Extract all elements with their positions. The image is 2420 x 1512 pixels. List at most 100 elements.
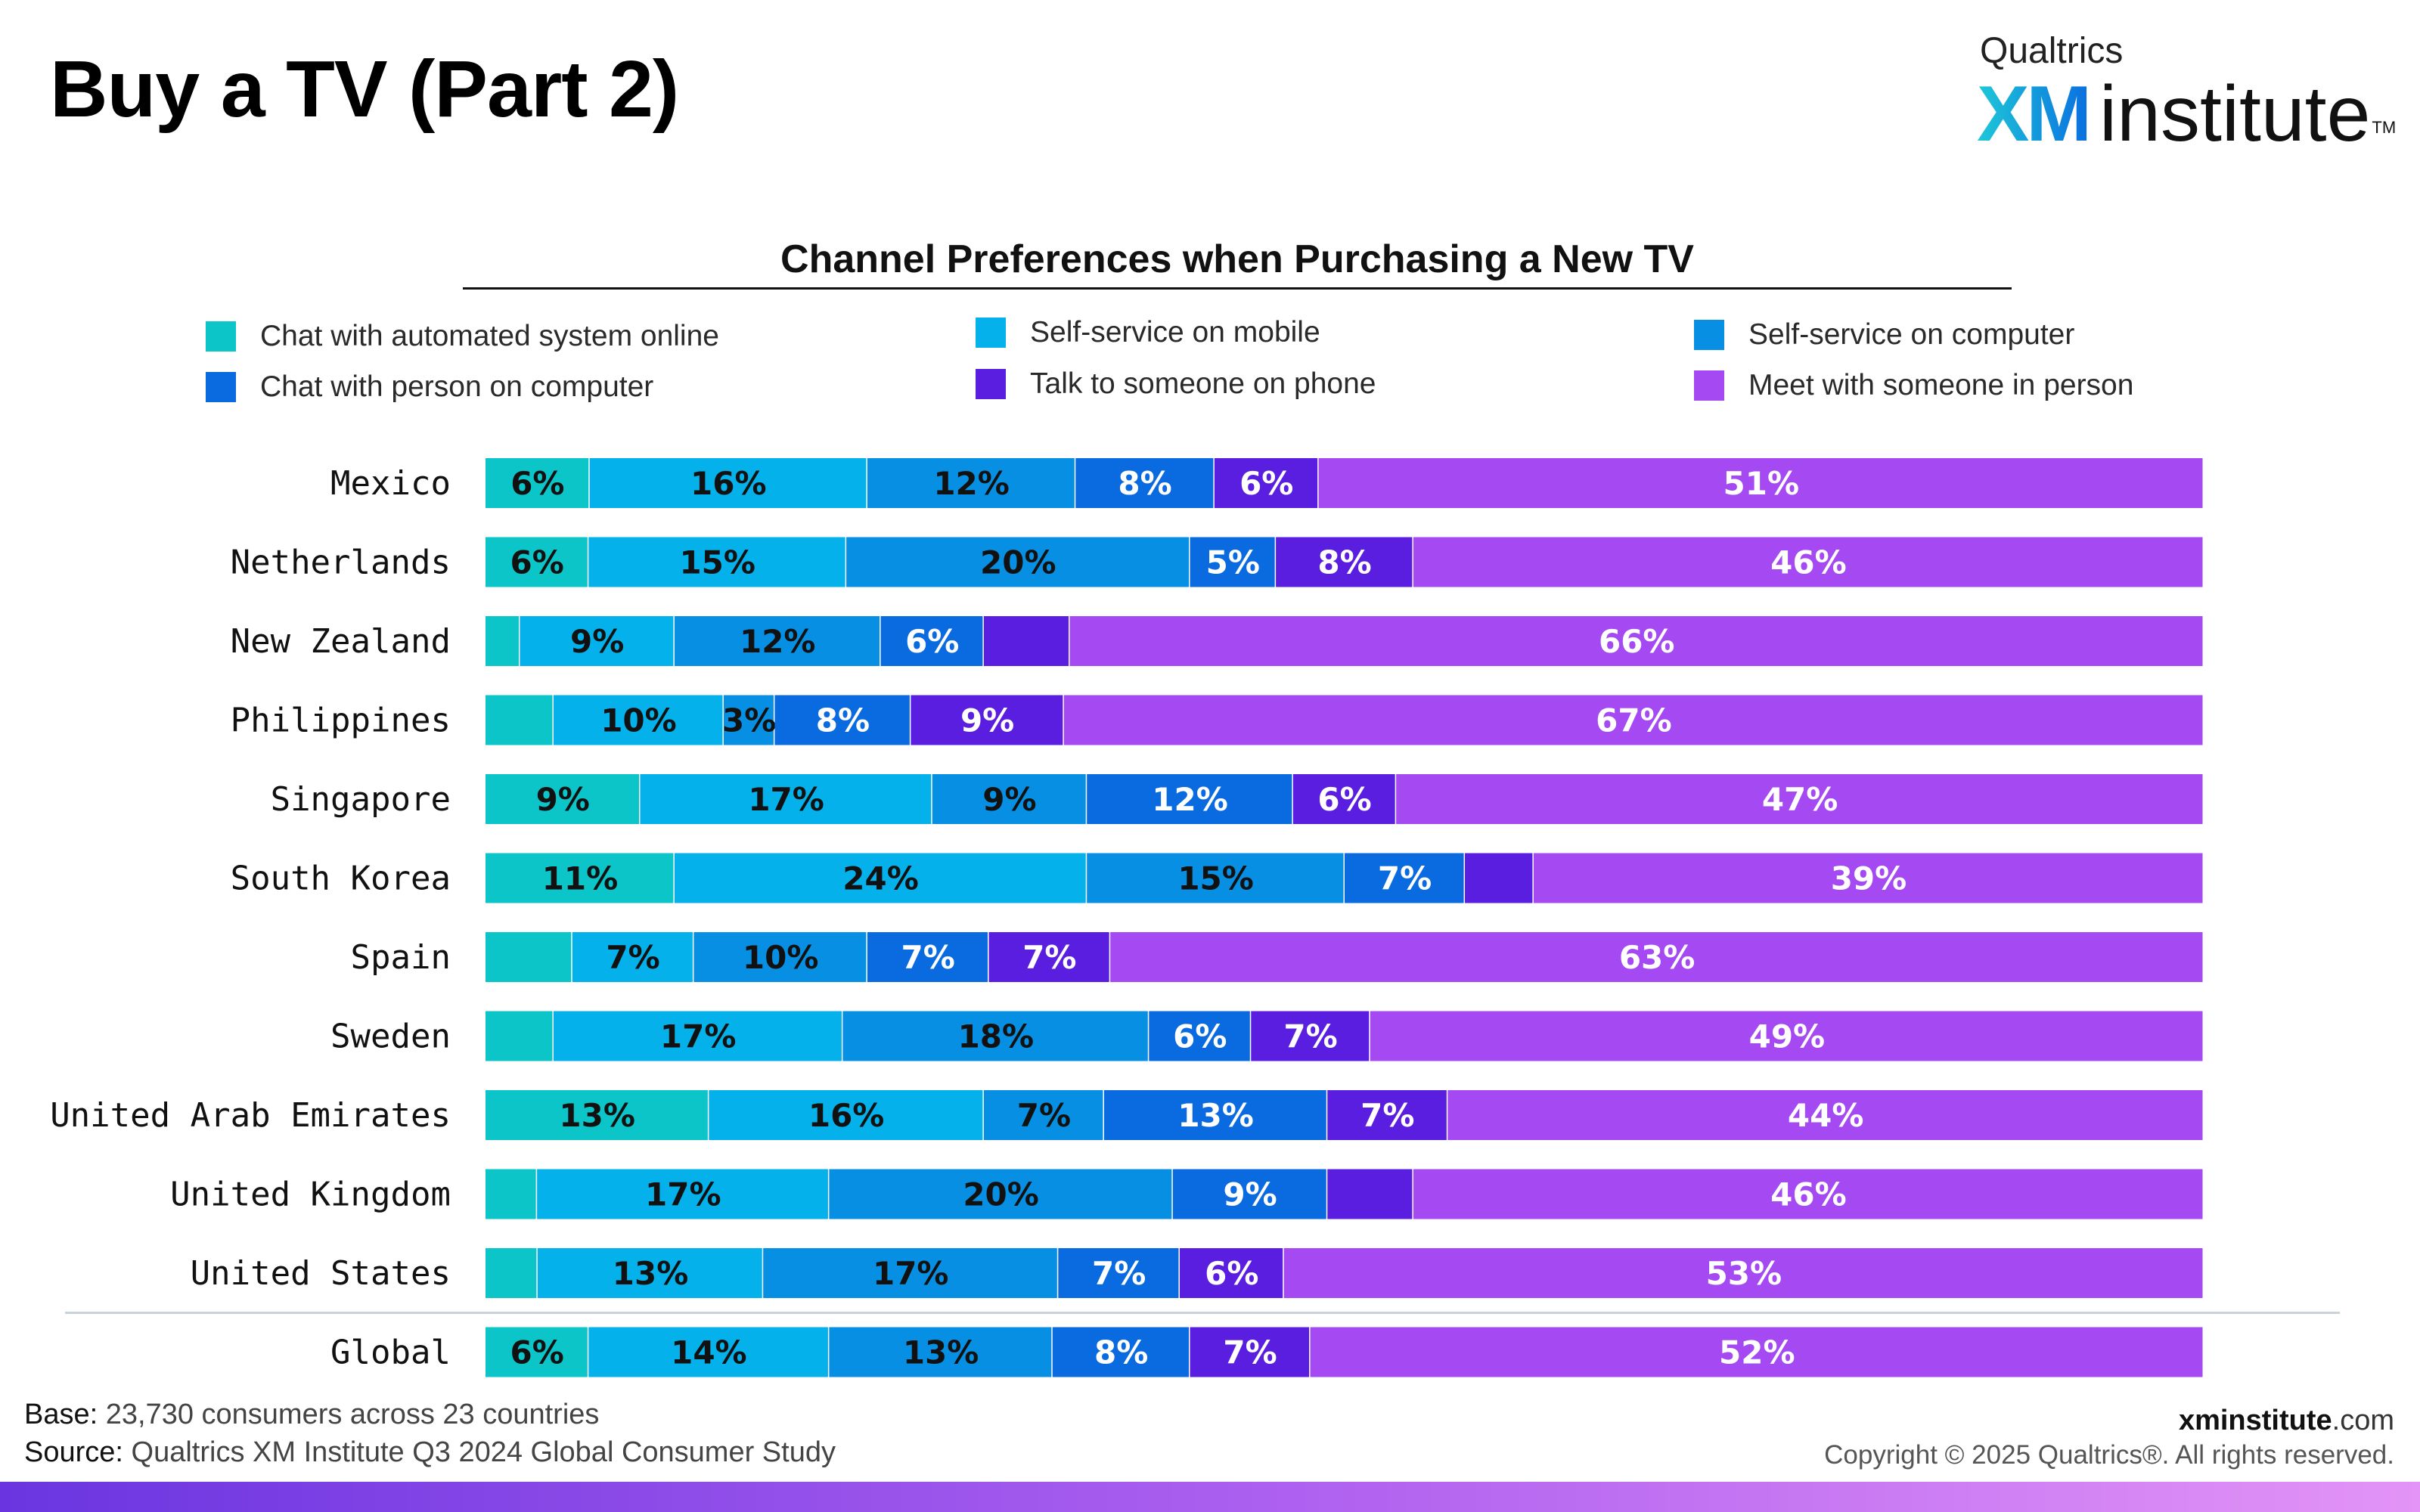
bar-segment [1345, 853, 1466, 903]
data-label: 9% [570, 623, 624, 660]
data-label: 39% [1831, 860, 1907, 897]
data-label: 6% [510, 1334, 564, 1371]
bar-segment [674, 853, 1087, 903]
data-label: 46% [1770, 544, 1847, 581]
page-title: Buy a TV (Part 2) [50, 45, 679, 134]
bar-segment [486, 774, 641, 824]
bar-segment [867, 458, 1076, 508]
data-label: 17% [873, 1255, 949, 1292]
bar-segment [572, 932, 694, 982]
bar-segment [988, 932, 1111, 982]
data-label: 6% [510, 465, 564, 502]
logo-wordmark: XM instituteTM [1977, 65, 2396, 163]
category-label: United States [191, 1254, 451, 1293]
bar-segment [486, 537, 589, 587]
data-label: 6% [510, 544, 564, 581]
data-label: 12% [933, 465, 1010, 502]
logo-trademark: TM [2372, 118, 2397, 137]
data-label: 13% [613, 1255, 689, 1292]
bar-segment [520, 616, 675, 666]
data-label: 17% [660, 1018, 737, 1055]
bar-segment [486, 1327, 589, 1377]
data-label: 7% [901, 939, 955, 976]
bar-segment [1179, 1248, 1284, 1298]
data-label: 18% [958, 1018, 1035, 1055]
logo-xm-text: XM [1977, 70, 2092, 158]
bar-segment [829, 1169, 1173, 1219]
data-label: 7% [1360, 1097, 1414, 1134]
bar-segment [1190, 537, 1277, 587]
data-label: 9% [1223, 1176, 1277, 1213]
category-label: Global [330, 1334, 451, 1372]
bar-segment [983, 616, 1070, 666]
data-label: 7% [1283, 1018, 1337, 1055]
bar-segment [1149, 1011, 1252, 1061]
bar-segment [911, 695, 1064, 745]
data-label: 66% [1599, 623, 1675, 660]
data-label: 9% [982, 781, 1036, 818]
bar-segment [486, 458, 590, 508]
bar-segment [1103, 1090, 1328, 1140]
data-label: 46% [1770, 1176, 1847, 1213]
data-label: 9% [536, 781, 590, 818]
bar-segment [1447, 1090, 2204, 1140]
data-label: 49% [1749, 1018, 1826, 1055]
data-label: 17% [748, 781, 824, 818]
category-label: United Arab Emirates [50, 1096, 451, 1135]
bar-segment [1251, 1011, 1370, 1061]
bar-segment [1075, 458, 1215, 508]
category-label: Singapore [271, 780, 451, 819]
data-label: 5% [1206, 544, 1260, 581]
bar-segment [674, 616, 881, 666]
bar-segment [1110, 932, 2204, 982]
data-label: 14% [671, 1334, 747, 1371]
site-suffix: .com [2332, 1405, 2394, 1436]
bar-segment [723, 695, 775, 745]
bar-segment [842, 1011, 1150, 1061]
bar-segment [486, 616, 520, 666]
bar-segment [1063, 695, 2204, 745]
data-label: 8% [1317, 544, 1371, 581]
bar-segment [486, 695, 554, 745]
data-label: 44% [1788, 1097, 1864, 1134]
base-text: 23,730 consumers across 23 countries [105, 1399, 600, 1430]
bar-segment [589, 458, 867, 508]
bar-segment [1190, 1327, 1311, 1377]
data-label: 6% [905, 623, 959, 660]
source-text: Qualtrics XM Institute Q3 2024 Global Co… [131, 1436, 836, 1468]
bar-segment [1283, 1248, 2204, 1298]
bar-segment [983, 1090, 1104, 1140]
data-label: 51% [1723, 465, 1800, 502]
data-label: 6% [1239, 465, 1293, 502]
data-label: 10% [600, 702, 677, 739]
data-label: 8% [816, 702, 870, 739]
category-label: Mexico [330, 464, 451, 503]
data-label: 20% [963, 1176, 1039, 1213]
data-label: 6% [1173, 1018, 1227, 1055]
footer-right: xminstitute.com Copyright © 2025 Qualtri… [1824, 1403, 2394, 1473]
bar-segment [1327, 1169, 1413, 1219]
website-link[interactable]: xminstitute.com [1824, 1403, 2394, 1438]
data-label: 10% [743, 939, 819, 976]
bar-segment [486, 853, 675, 903]
bar-segment [1292, 774, 1397, 824]
bar-segment [1396, 774, 2204, 824]
bar-segment [1172, 1169, 1328, 1219]
bar-segment [553, 695, 724, 745]
bar-segment [693, 932, 867, 982]
site-bold: xminstitute [2178, 1405, 2332, 1436]
base-label: Base: [24, 1399, 98, 1430]
bar-segment [1327, 1090, 1448, 1140]
qualtrics-xm-institute-logo: Qualtrics XM instituteTM [1977, 27, 2396, 158]
category-label: Philippines [231, 702, 451, 740]
bar-segment [640, 774, 932, 824]
bar-segment [1276, 537, 1413, 587]
bar-segment [486, 1011, 554, 1061]
data-label: 16% [808, 1097, 885, 1134]
bottom-gradient-strip [0, 1482, 2420, 1512]
data-label: 11% [542, 860, 619, 897]
data-label: 17% [645, 1176, 721, 1213]
data-label: 13% [1177, 1097, 1254, 1134]
data-label: 13% [903, 1334, 979, 1371]
data-label: 16% [690, 465, 767, 502]
